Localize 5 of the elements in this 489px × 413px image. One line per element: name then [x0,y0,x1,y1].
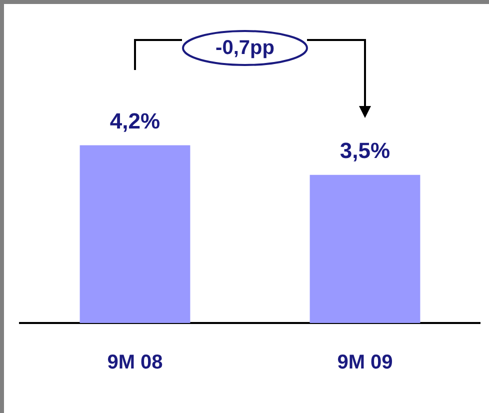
text: -0,7pp [214,36,276,61]
data-label: 4,2% [110,108,160,134]
x-tick-label: 9M 09 [337,352,393,374]
data-label: 3,5% [340,138,390,163]
x-tick-label: 9M 08 [107,352,163,374]
